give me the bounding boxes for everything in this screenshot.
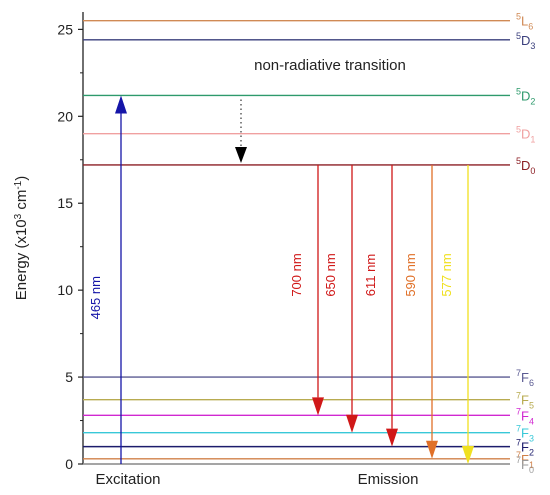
level-label-subscript: 4	[529, 416, 534, 426]
level-label-subscript: 5	[529, 401, 534, 411]
level-label-7F6: 7F6	[516, 368, 534, 388]
level-label-subscript: 1	[530, 135, 535, 145]
transition-arrows	[115, 95, 474, 464]
level-label-base: F	[521, 370, 529, 385]
level-label-superscript: 5	[516, 86, 521, 96]
level-label-subscript: 1	[529, 460, 534, 470]
emission-wavelength-label: 700 nm	[289, 253, 304, 296]
level-label-subscript: 0	[530, 166, 535, 176]
level-label-superscript: 7	[516, 455, 521, 465]
level-label-superscript: 5	[516, 125, 521, 135]
level-label-subscript: 2	[530, 96, 535, 106]
level-label-7F2: 7F2	[516, 438, 534, 458]
y-tick-label: 20	[57, 108, 73, 124]
level-label-base: D	[521, 158, 530, 173]
level-label-7F3: 7F3	[516, 424, 534, 444]
excitation-wavelength-label: 465 nm	[88, 276, 103, 319]
level-label-5L6: 5L6	[516, 12, 533, 32]
level-label-5D2: 5D2	[516, 86, 535, 106]
level-label-base: F	[521, 452, 529, 467]
level-label-subscript: 2	[529, 448, 534, 458]
y-axis-label-superscript: 3	[13, 213, 24, 219]
level-label-7F1: 7F1	[516, 450, 534, 470]
level-label-subscript: 0	[529, 465, 534, 475]
level-label-subscript: 6	[528, 22, 533, 32]
level-label-subscript: 6	[529, 378, 534, 388]
level-label-base: F	[521, 393, 529, 408]
y-axis-label-part: cm	[13, 190, 30, 214]
level-label-superscript: 7	[516, 450, 521, 460]
level-label-7F5: 7F5	[516, 391, 534, 411]
diagram-labels: 5L65D35D25D15D07F67F57F47F37F27F17F0465 …	[88, 12, 535, 488]
level-label-superscript: 5	[516, 156, 521, 166]
y-tick-label: 25	[57, 21, 73, 37]
excitation-label: Excitation	[95, 471, 160, 488]
emission-arrow-577nm-head	[462, 446, 474, 464]
emission-arrow-611nm-head	[386, 428, 398, 447]
emission-arrow-700nm-head	[312, 397, 324, 416]
y-axis-label-part: )	[13, 176, 30, 181]
non-radiative-arrow-head	[235, 146, 247, 163]
level-label-base: F	[521, 440, 529, 455]
level-label-superscript: 5	[516, 12, 521, 22]
energy-levels	[83, 19, 510, 465]
y-tick-label: 10	[57, 282, 73, 298]
level-label-5D1: 5D1	[516, 125, 535, 145]
y-axis-label-part: Energy (x10	[13, 219, 30, 300]
level-label-7F4: 7F4	[516, 406, 534, 426]
level-label-superscript: 7	[516, 368, 521, 378]
level-label-base: L	[521, 14, 528, 29]
emission-arrow-590nm-head	[426, 440, 438, 459]
level-label-superscript: 7	[516, 391, 521, 401]
emission-wavelength-label: 577 nm	[439, 253, 454, 296]
non-radiative-label: non-radiative transition	[254, 57, 406, 74]
level-label-base: F	[521, 426, 529, 441]
level-label-base: F	[521, 408, 529, 423]
level-label-5D3: 5D3	[516, 31, 535, 51]
level-label-base: D	[521, 88, 530, 103]
y-axis-label-superscript: -1	[13, 180, 24, 189]
level-label-subscript: 3	[530, 41, 535, 51]
level-label-5D0: 5D0	[516, 156, 535, 176]
y-axis-label: Energy (x103 cm-1)	[13, 176, 31, 301]
level-label-7F0: 7F0	[516, 455, 534, 475]
excitation-arrow-head	[115, 95, 127, 114]
level-label-superscript: 5	[516, 31, 521, 41]
level-label-base: D	[521, 33, 530, 48]
plot-axes: 0 5 10 15 20 25 Energy (x103 cm-1)	[13, 12, 510, 472]
emission-wavelength-label: 650 nm	[323, 253, 338, 296]
level-label-superscript: 7	[516, 438, 521, 448]
emission-wavelength-label: 611 nm	[363, 254, 378, 296]
level-label-base: D	[521, 127, 530, 142]
y-tick-label: 5	[65, 369, 73, 385]
emission-arrow-650nm-head	[346, 414, 358, 433]
level-label-subscript: 3	[529, 434, 534, 444]
level-label-superscript: 7	[516, 424, 521, 434]
emission-label: Emission	[358, 471, 419, 488]
level-label-superscript: 7	[516, 406, 521, 416]
level-label-base: F	[521, 457, 529, 472]
emission-wavelength-label: 590 nm	[403, 253, 418, 296]
y-tick-label: 15	[57, 195, 73, 211]
y-tick-label: 0	[65, 456, 73, 472]
